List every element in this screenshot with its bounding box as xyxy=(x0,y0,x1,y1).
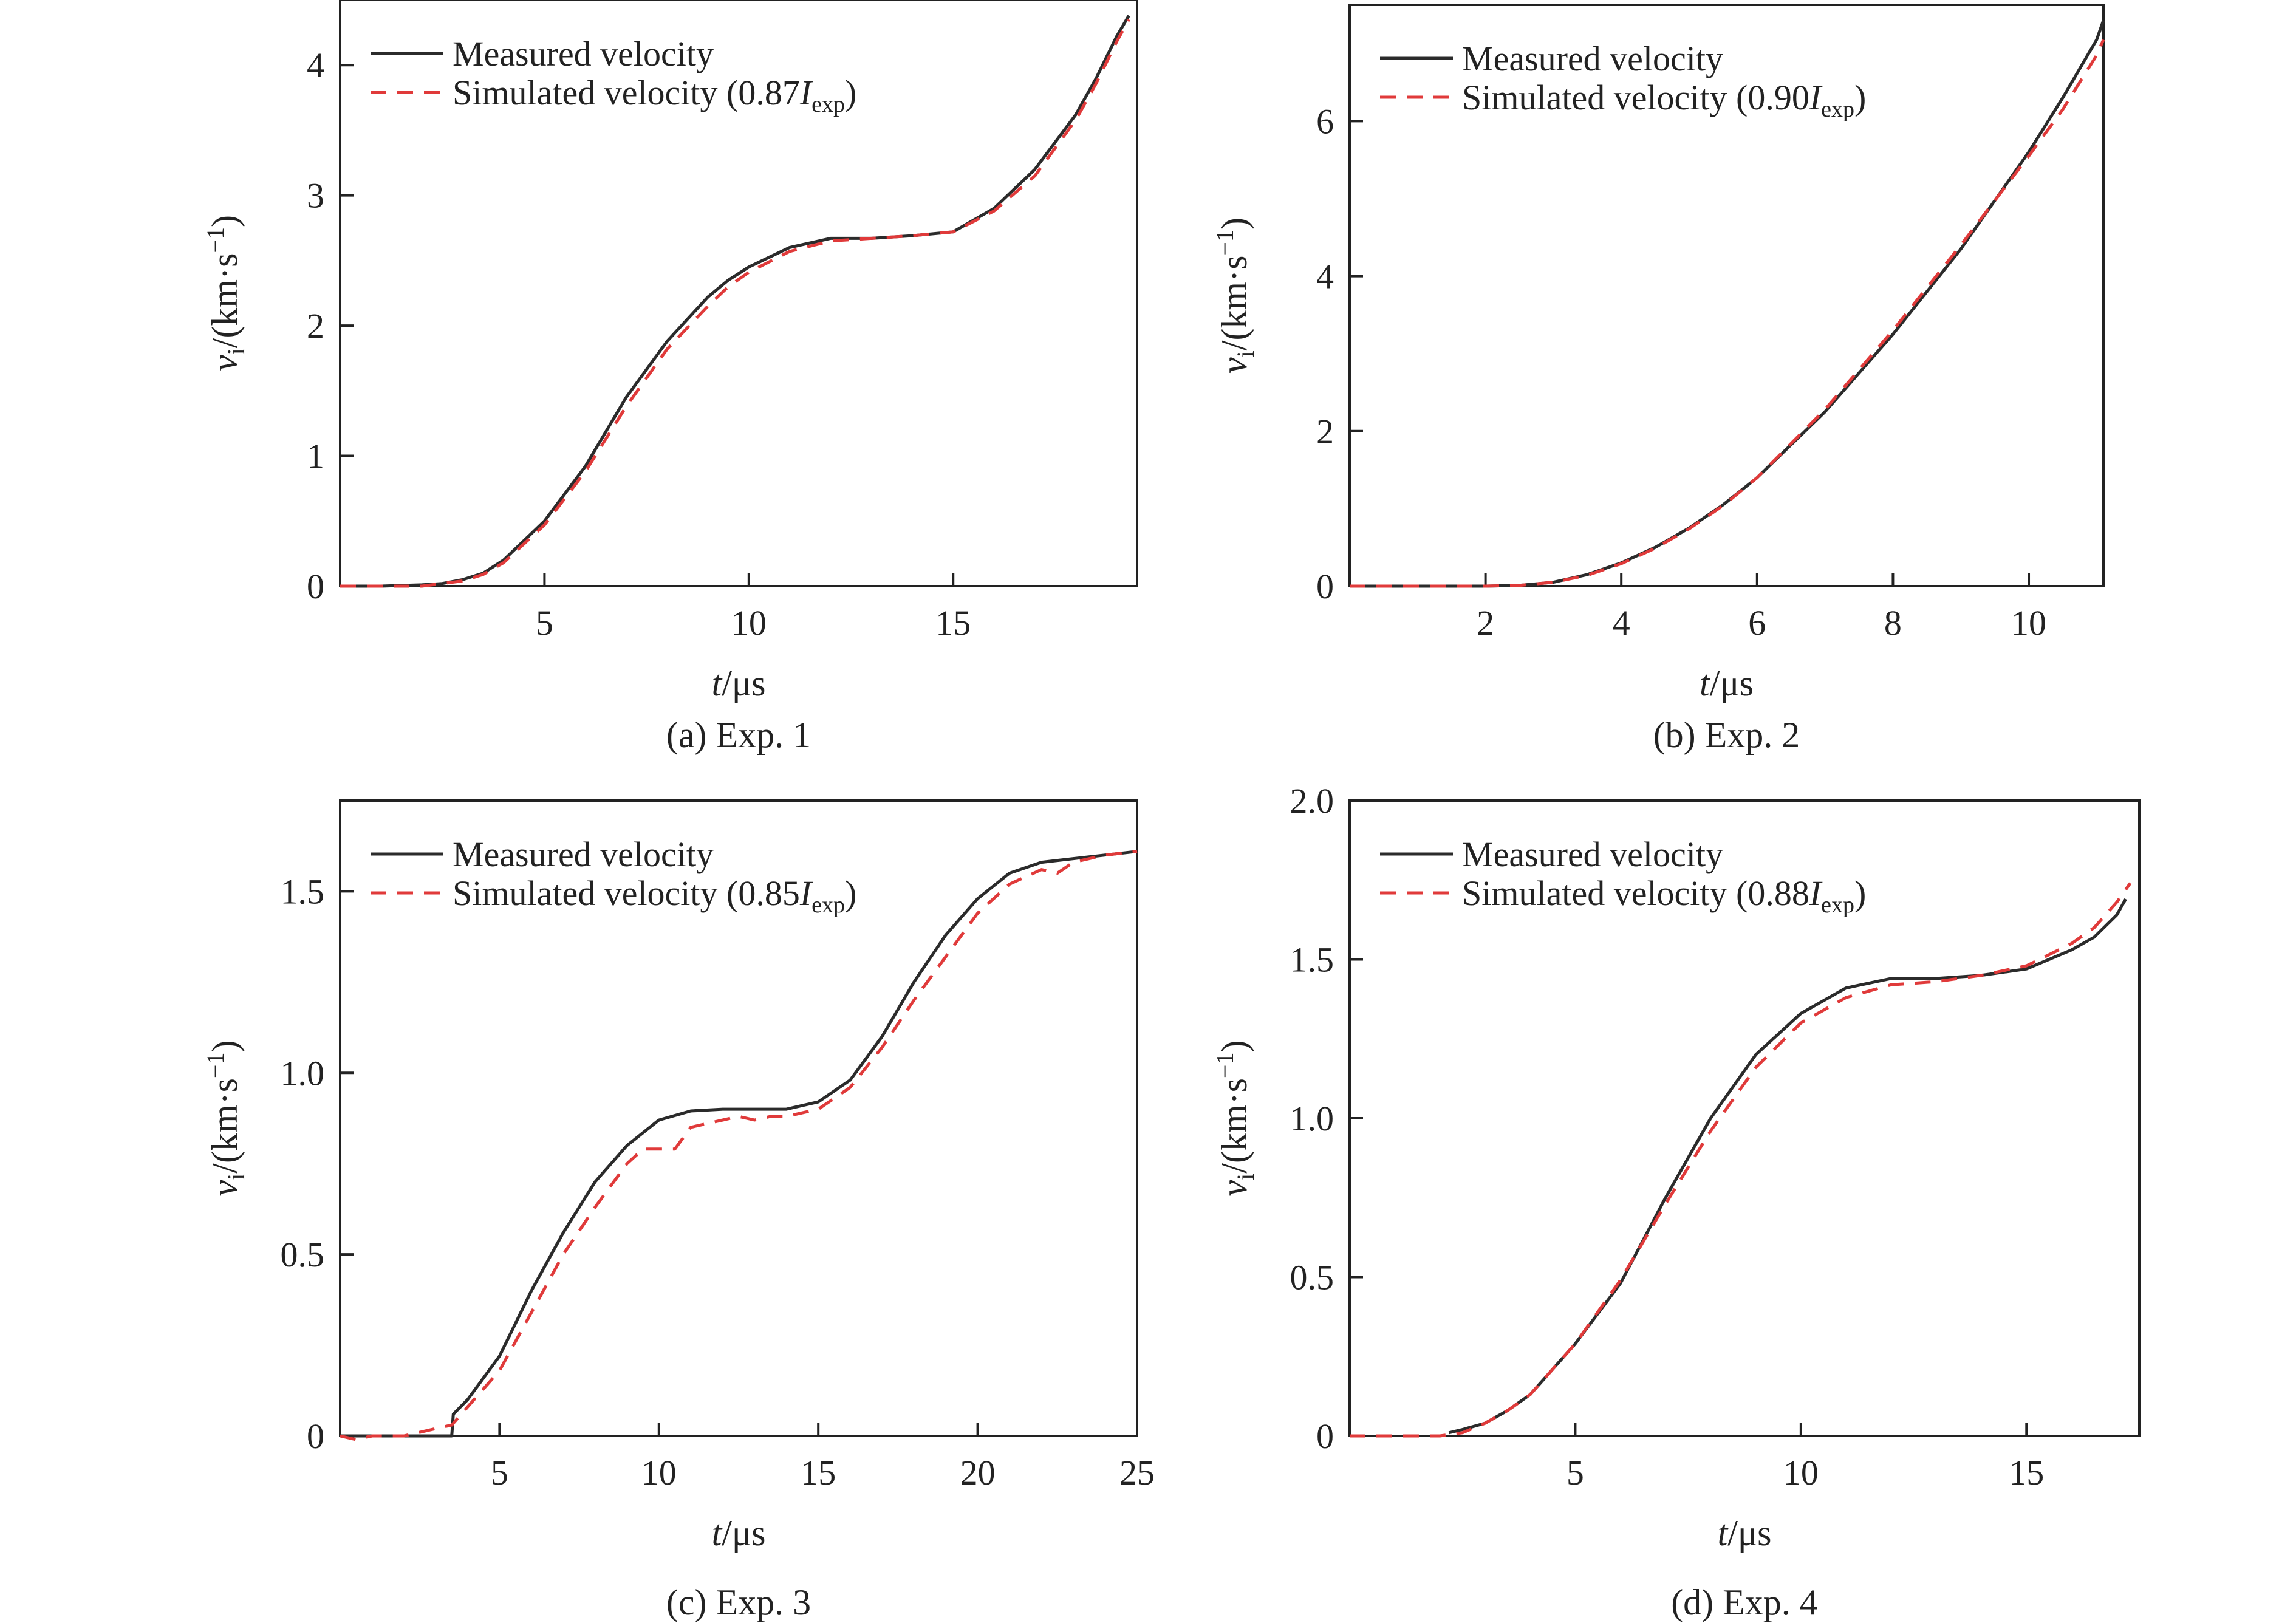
y-axis-label: vi/(km·s−1) xyxy=(1211,1040,1259,1197)
panel-caption: (a) Exp. 1 xyxy=(666,715,811,755)
legend-measured-label: Measured velocity xyxy=(453,34,714,73)
plot-frame xyxy=(1348,4,2105,587)
y-tick-label: 3 xyxy=(307,176,324,216)
measured-velocity-line xyxy=(1448,898,2127,1435)
y-tick-label: 2 xyxy=(1316,412,1334,451)
panel-caption: (c) Exp. 3 xyxy=(666,1582,811,1622)
x-tick-label: 10 xyxy=(2011,603,2046,643)
x-tick-label: 20 xyxy=(960,1453,996,1492)
legend-measured-label: Measured velocity xyxy=(453,835,714,874)
legend-simulated-label: Simulated velocity (0.87Iexp) xyxy=(453,73,856,117)
y-tick-label: 1 xyxy=(307,437,324,476)
x-tick-label: 5 xyxy=(1567,1453,1584,1492)
y-axis-label: vi/(km·s−1) xyxy=(1211,217,1259,374)
x-tick-label: 8 xyxy=(1884,603,1902,643)
measured-velocity-line xyxy=(340,850,1138,1438)
simulated-velocity-line xyxy=(340,18,1130,588)
x-tick-label: 25 xyxy=(1119,1453,1155,1492)
x-tick-label: 10 xyxy=(641,1453,677,1492)
y-axis-label: vi/(km·s−1) xyxy=(202,215,250,371)
x-tick-label: 10 xyxy=(1783,1453,1819,1492)
y-tick-label: 1.0 xyxy=(281,1053,325,1093)
simulated-velocity-line xyxy=(340,850,1138,1441)
x-tick-label: 5 xyxy=(536,603,553,643)
plot-frame xyxy=(339,799,1138,1437)
y-tick-label: 0 xyxy=(307,567,324,606)
x-axis-label: t/μs xyxy=(1700,663,1754,703)
y-tick-label: 4 xyxy=(1316,257,1334,296)
simulated-velocity-line xyxy=(1350,882,2132,1438)
y-tick-label: 0 xyxy=(307,1416,324,1456)
y-tick-label: 0 xyxy=(1316,567,1334,606)
x-tick-label: 15 xyxy=(2009,1453,2044,1492)
legend-simulated-label: Simulated velocity (0.88Iexp) xyxy=(1462,873,1866,918)
x-axis-label: t/μs xyxy=(712,1513,766,1553)
x-axis-label: t/μs xyxy=(1718,1513,1772,1553)
y-tick-label: 1.5 xyxy=(1290,940,1334,980)
legend-measured-label: Measured velocity xyxy=(1462,39,1723,78)
simulated-velocity-line xyxy=(1350,39,2105,588)
x-tick-label: 4 xyxy=(1613,603,1630,643)
y-tick-label: 0.5 xyxy=(281,1235,325,1274)
x-tick-label: 2 xyxy=(1477,603,1494,643)
legend-simulated-label: Simulated velocity (0.85Iexp) xyxy=(453,873,856,918)
x-tick-label: 6 xyxy=(1748,603,1766,643)
y-tick-label: 1.0 xyxy=(1290,1099,1334,1138)
chart-panel-3: 5 10 15 20 25 0 0.5 1.0 1.5 Measured velocitySimu… xyxy=(202,799,1155,1622)
legend-simulated-label: Simulated velocity (0.90Iexp) xyxy=(1462,78,1866,122)
y-tick-label: 6 xyxy=(1316,101,1334,141)
y-tick-label: 2.0 xyxy=(1290,781,1334,821)
y-tick-label: 0 xyxy=(1316,1416,1334,1456)
x-axis-label: t/μs xyxy=(712,663,766,703)
y-tick-label: 1.5 xyxy=(281,872,325,911)
y-tick-label: 2 xyxy=(307,306,324,346)
panel-caption: (d) Exp. 4 xyxy=(1671,1582,1818,1622)
x-tick-label: 15 xyxy=(801,1453,836,1492)
y-axis-label: vi/(km·s−1) xyxy=(202,1040,250,1197)
plot-frame xyxy=(339,0,1138,587)
chart-panel-4: 5 10 15 0 0.5 1.0 1.5 2.0 Measured velocitySimul… xyxy=(1211,781,2141,1622)
legend-measured-label: Measured velocity xyxy=(1462,835,1723,874)
y-tick-label: 4 xyxy=(307,46,324,85)
x-tick-label: 5 xyxy=(491,1453,508,1492)
panel-caption: (b) Exp. 2 xyxy=(1653,715,1800,755)
measured-velocity-line xyxy=(340,15,1130,588)
x-tick-label: 15 xyxy=(935,603,971,643)
y-tick-label: 0.5 xyxy=(1290,1258,1334,1297)
x-tick-label: 10 xyxy=(731,603,767,643)
